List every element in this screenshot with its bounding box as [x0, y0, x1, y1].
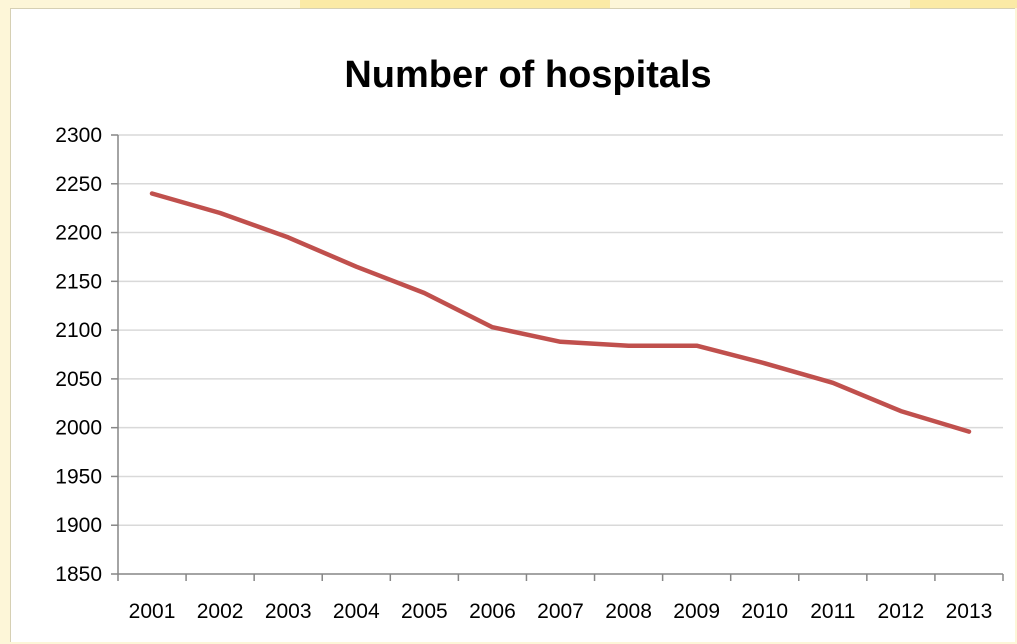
chart-title: Number of hospitals: [344, 54, 711, 96]
line-chart: Number of hospitals 1850 1900 1950 2000 2050…: [55, 54, 1004, 623]
y-tick-label: 2250: [55, 173, 102, 196]
y-tick-label: 1950: [55, 465, 102, 488]
y-tick-label: 2150: [55, 270, 102, 293]
x-tick-label: 2006: [469, 600, 516, 623]
y-tick-label: 1850: [55, 563, 102, 586]
y-axis-tick-labels: 1850 1900 1950 2000 2050 2100 2150 2200 2250 2300: [55, 124, 102, 586]
y-tick-label: 1900: [55, 514, 102, 537]
x-tick-label: 2012: [878, 600, 925, 623]
x-tick-label: 2002: [197, 600, 244, 623]
x-tick-label: 2005: [401, 600, 448, 623]
y-tick-label: 2000: [55, 417, 102, 440]
x-tick-label: 2009: [673, 600, 720, 623]
top-highlight-strip: [300, 0, 610, 8]
x-tick-label: 2003: [265, 600, 312, 623]
y-tick-label: 2300: [55, 124, 102, 147]
y-tick-label: 2200: [55, 222, 102, 245]
series-line: [149, 191, 972, 434]
x-axis-tick-labels: 2001 2002 2003 2004 2005 2006 2007 2008 2009 2010…: [129, 600, 993, 623]
axes: [111, 134, 1004, 581]
chart-panel: Number of hospitals 1850 1900 1950 2000 2050…: [10, 8, 1015, 642]
y-tick-label: 2050: [55, 368, 102, 391]
series-lines: [149, 191, 972, 434]
x-tick-label: 2011: [810, 600, 855, 623]
x-tick-label: 2007: [537, 600, 584, 623]
x-tick-label: 2008: [605, 600, 652, 623]
x-tick-label: 2001: [129, 600, 176, 623]
x-tick-label: 2004: [333, 600, 380, 623]
gridlines: [118, 134, 1003, 526]
x-tick-label: 2010: [741, 600, 788, 623]
top-highlight-strip: [910, 0, 1017, 8]
y-tick-label: 2100: [55, 319, 102, 342]
x-tick-label: 2013: [946, 600, 993, 623]
